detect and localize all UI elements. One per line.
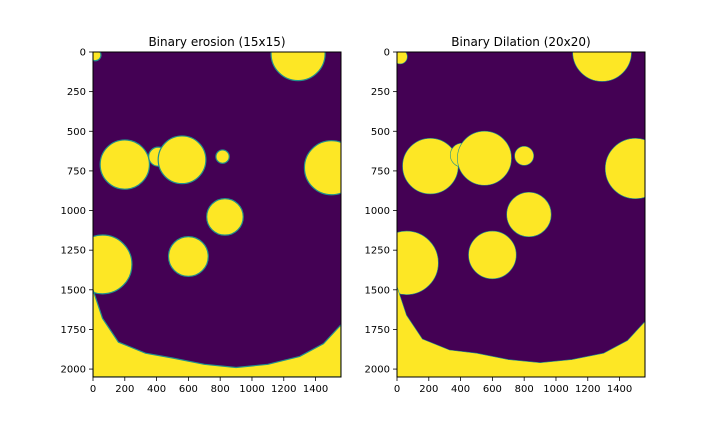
foreground-blob [397, 230, 439, 295]
x-tick-label: 1000 [543, 384, 568, 395]
foreground-blob [506, 191, 552, 238]
x-tick-label: 400 [451, 384, 470, 395]
image-clip [397, 52, 645, 377]
y-tick-label: 0 [80, 48, 86, 59]
x-tick-label: 400 [147, 384, 166, 395]
foreground-blob [468, 230, 517, 280]
foreground-blob [157, 135, 207, 185]
foreground-blob [99, 139, 151, 190]
foreground-blob [93, 52, 102, 62]
x-tick-label: 200 [419, 384, 438, 395]
foreground-blob [206, 197, 244, 236]
x-axis: 0 200 400 600 800 1000 1200 1400 [394, 377, 632, 395]
foreground-blob [457, 130, 512, 186]
x-axis: 0 200 400 600 800 1000 1200 1400 [90, 377, 328, 395]
y-tick-label: 1000 [61, 206, 86, 217]
y-tick-label: 1750 [61, 325, 86, 336]
x-tick-label: 0 [394, 384, 400, 395]
y-tick-label: 500 [67, 127, 86, 138]
foreground-blob [303, 140, 341, 196]
y-tick-label: 0 [384, 48, 390, 59]
chart-title: Binary erosion (15x15) [148, 35, 285, 49]
foreground-blob [93, 234, 133, 295]
y-tick-label: 1500 [365, 285, 390, 296]
x-tick-label: 800 [515, 384, 534, 395]
y-tick-label: 250 [371, 87, 390, 98]
y-tick-label: 750 [371, 166, 390, 177]
subplot-erosion: Binary erosion (15x15) 0 200 400 600 800 1000… [61, 35, 342, 395]
plot-frame [92, 51, 342, 378]
x-tick-label: 200 [115, 384, 134, 395]
foreground-blob [572, 52, 632, 82]
foreground-blob [402, 138, 459, 195]
x-tick-label: 1000 [239, 384, 264, 395]
x-tick-label: 600 [179, 384, 198, 395]
image-clip [93, 52, 341, 377]
image-area [397, 52, 645, 377]
x-tick-label: 1200 [271, 384, 296, 395]
foreground-blob [514, 146, 535, 166]
chart-title: Binary Dilation (20x20) [451, 35, 590, 49]
y-tick-label: 1250 [365, 246, 390, 257]
y-tick-label: 1000 [365, 206, 390, 217]
x-tick-label: 1400 [607, 384, 632, 395]
plot-frame [396, 51, 646, 378]
x-tick-label: 800 [211, 384, 230, 395]
y-tick-label: 250 [67, 87, 86, 98]
foreground-blob [270, 52, 326, 82]
foreground-blob [167, 236, 209, 277]
image-area [93, 52, 341, 377]
y-axis: 0 250 500 750 1000 1250 1500 1750 2000 [61, 48, 93, 376]
y-tick-label: 2000 [61, 365, 86, 376]
y-axis: 0 250 500 750 1000 1250 1500 1750 2000 [365, 48, 397, 376]
y-tick-label: 1750 [365, 325, 390, 336]
subplot-dilation: Binary Dilation (20x20) 0 200 400 600 800 100… [365, 35, 646, 395]
x-tick-label: 1200 [575, 384, 600, 395]
x-tick-label: 0 [90, 384, 96, 395]
foreground-blob [397, 52, 408, 65]
foreground-blob [215, 149, 230, 164]
y-tick-label: 1500 [61, 285, 86, 296]
foreground-region [397, 286, 645, 377]
x-tick-label: 1400 [303, 384, 328, 395]
y-tick-label: 2000 [365, 365, 390, 376]
y-tick-label: 1250 [61, 246, 86, 257]
y-tick-label: 500 [371, 127, 390, 138]
foreground-region [93, 289, 341, 377]
x-tick-label: 600 [483, 384, 502, 395]
foreground-blob [604, 138, 645, 200]
y-tick-label: 750 [67, 166, 86, 177]
